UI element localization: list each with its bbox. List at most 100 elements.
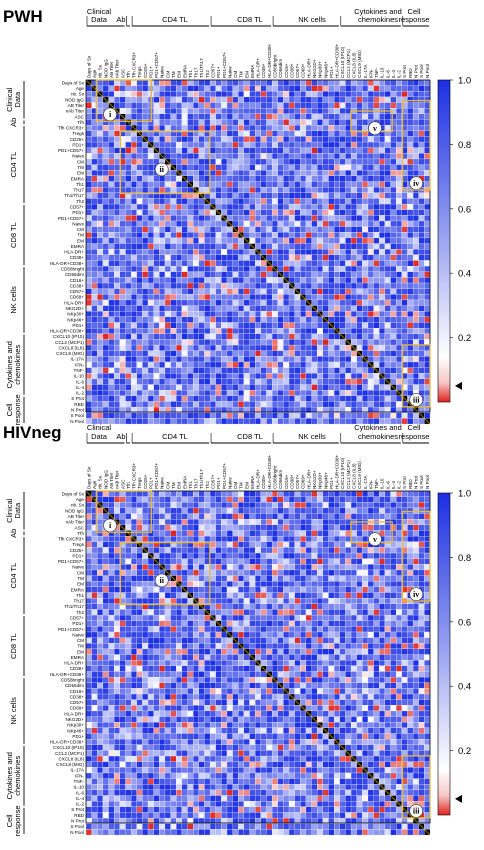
heatmap-cell (125, 418, 132, 425)
heatmap-cell (187, 299, 194, 306)
heatmap-cell (176, 311, 183, 318)
heatmap-cell (339, 271, 346, 278)
heatmap-cell (339, 395, 346, 402)
heatmap-cell (142, 187, 149, 193)
heatmap-cell (221, 79, 228, 86)
heatmap-cell (114, 124, 121, 131)
heatmap-cell (334, 226, 340, 233)
heatmap-cell (226, 254, 233, 261)
heatmap-cell (345, 361, 352, 368)
heatmap-cell (187, 412, 194, 419)
heatmap-cell (300, 569, 307, 576)
heatmap-cell (85, 384, 92, 391)
heatmap-cell (108, 141, 115, 148)
heatmap-cell (328, 175, 335, 182)
heatmap-cell (311, 260, 318, 267)
heatmap-cell (187, 215, 194, 222)
heatmap-cell (215, 85, 222, 92)
heatmap-cell (384, 147, 391, 154)
heatmap-cell (356, 401, 363, 408)
heatmap-cell (345, 158, 352, 165)
heatmap-cell (339, 328, 346, 334)
heatmap-cell (345, 215, 352, 222)
heatmap-cell (311, 203, 318, 210)
heatmap-cell (187, 339, 194, 346)
heatmap-cell (424, 96, 431, 103)
column-label: N Pool (425, 64, 430, 78)
heatmap-cell (334, 373, 340, 380)
heatmap-cell (91, 541, 98, 548)
heatmap-cell (390, 198, 397, 205)
heatmap-cell (119, 378, 126, 385)
heatmap-cell (232, 305, 239, 312)
heatmap-cell (396, 507, 402, 514)
heatmap-cell (215, 350, 222, 357)
heatmap-cell (367, 141, 374, 148)
heatmap-cell (266, 288, 273, 295)
heatmap-cell (362, 153, 369, 160)
heatmap-cell (114, 102, 121, 109)
heatmap-cell (249, 507, 256, 514)
heatmap-cell (294, 401, 301, 408)
heatmap-cell (204, 507, 211, 514)
heatmap-cell (356, 513, 363, 520)
heatmap-cell (271, 96, 278, 103)
heatmap-cell (424, 119, 431, 126)
heatmap-cell (373, 243, 380, 250)
heatmap-cell (238, 130, 245, 137)
heatmap-cell (114, 569, 121, 576)
heatmap-cell (187, 524, 194, 531)
heatmap-cell (412, 136, 419, 143)
heatmap-cell (209, 564, 216, 571)
heatmap-cell (424, 344, 431, 351)
heatmap-cell (283, 519, 290, 526)
heatmap-cell (339, 490, 346, 497)
heatmap-cell (136, 249, 143, 255)
heatmap-cell (209, 232, 216, 239)
heatmap-cell (226, 79, 233, 86)
row-group-label-line: Data (13, 91, 22, 108)
heatmap-cell (153, 490, 160, 497)
heatmap-cell (102, 564, 109, 571)
heatmap-cell (266, 558, 273, 565)
heatmap-cell (97, 277, 104, 284)
heatmap-cell (147, 277, 154, 284)
heatmap-cell (238, 367, 245, 374)
heatmap-cell (418, 119, 425, 126)
heatmap-cell (311, 243, 318, 250)
heatmap-cell (300, 215, 307, 222)
heatmap-cell (125, 265, 132, 272)
heatmap-cell (277, 367, 284, 374)
heatmap-cell (362, 271, 369, 278)
heatmap-cell (85, 124, 92, 131)
heatmap-cell (181, 153, 188, 160)
heatmap-cell (193, 164, 199, 171)
heatmap-cell (232, 547, 239, 554)
heatmap-cell (317, 265, 324, 272)
heatmap-cell (407, 96, 414, 103)
heatmap-cell (424, 209, 431, 216)
heatmap-cell (384, 367, 391, 374)
heatmap-cell (418, 147, 425, 154)
heatmap-cell (384, 85, 391, 92)
heatmap-cell (147, 339, 154, 346)
heatmap-cell (238, 322, 245, 329)
heatmap-cell (384, 175, 391, 182)
heatmap-cell (334, 102, 340, 109)
heatmap-cell (125, 356, 132, 363)
heatmap-cell (215, 96, 222, 103)
heatmap-cell (193, 254, 199, 261)
heatmap-cell (164, 85, 171, 92)
heatmap-cell (379, 158, 386, 165)
heatmap-cell (91, 316, 98, 323)
column-label: Days of Sx (86, 466, 91, 489)
heatmap-cell (317, 316, 324, 323)
heatmap-cell (102, 237, 109, 244)
heatmap-cell (170, 158, 177, 165)
heatmap-cell (159, 215, 166, 222)
colorbar-scale (437, 79, 451, 403)
heatmap-cell (170, 333, 177, 340)
heatmap-cell (85, 412, 92, 419)
heatmap-cell (362, 530, 369, 537)
heatmap-cell (209, 507, 216, 514)
